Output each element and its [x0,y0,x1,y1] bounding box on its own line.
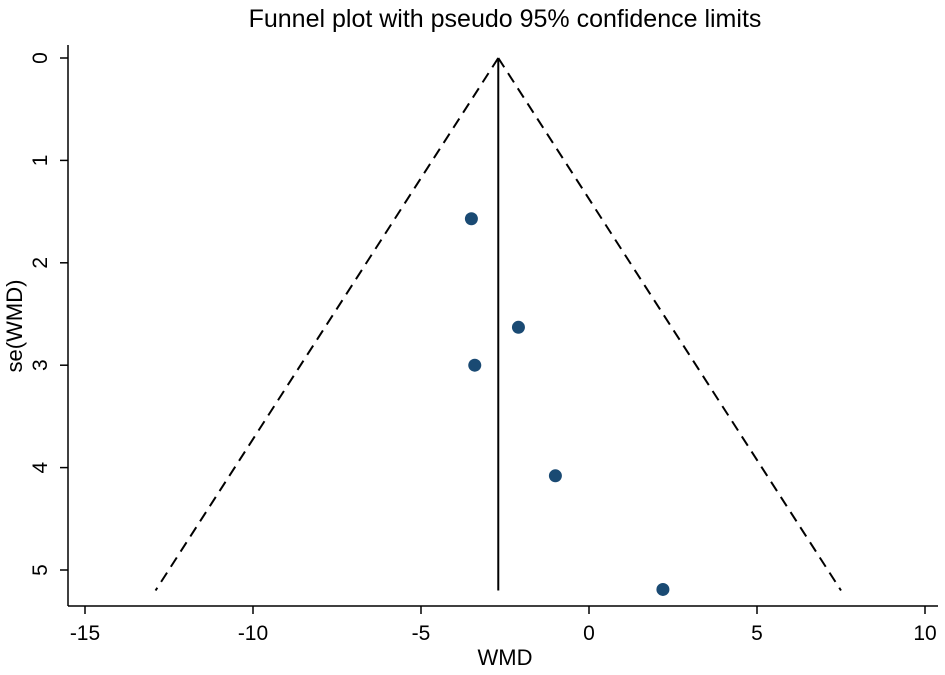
data-point [548,469,562,483]
x-axis-label: WMD [478,645,533,670]
lower-confidence-limit-line [154,57,500,592]
y-axis-label: se(WMD) [2,280,27,373]
study-points [464,212,670,596]
x-tick-label: -10 [238,622,268,645]
data-point [511,320,525,334]
x-tick-label: -5 [412,622,431,645]
upper-confidence-limit-line [497,57,842,592]
x-tick-label: 0 [583,622,595,645]
x-tick-label: 5 [751,622,763,645]
confidence-limits [154,57,842,592]
x-axis-ticks: -15 -10 -5 0 5 10 [70,606,937,645]
x-tick-label: -15 [70,622,100,645]
data-point [464,212,478,226]
y-tick-label: 4 [29,461,52,473]
chart-title: Funnel plot with pseudo 95% confidence l… [249,5,762,33]
data-point [468,358,482,372]
y-tick-label: 2 [29,257,52,269]
y-tick-label: 3 [29,359,52,371]
x-tick-label: 10 [913,622,936,645]
y-tick-label: 5 [29,564,52,576]
data-point [656,582,670,596]
y-tick-label: 1 [29,155,52,167]
y-tick-label: 0 [29,52,52,64]
y-axis-ticks: 0 1 2 3 4 5 [29,52,68,576]
